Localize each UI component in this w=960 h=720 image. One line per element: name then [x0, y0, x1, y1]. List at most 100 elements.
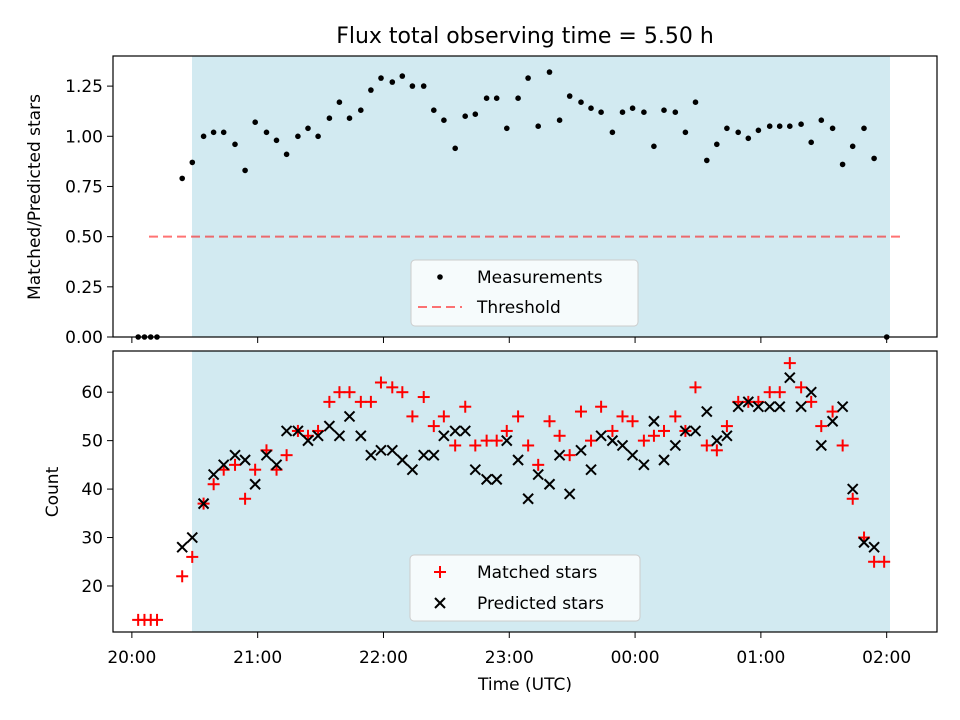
- measurement-point: [839, 161, 846, 168]
- bottom-ytick-label: 50: [81, 432, 103, 452]
- bottom-xtick-label: 02:00: [862, 648, 911, 668]
- bottom-axes-frame: [112, 350, 938, 633]
- predicted-star-point: [826, 415, 839, 427]
- predicted-star-point: [847, 483, 859, 495]
- measurement-point: [273, 137, 280, 144]
- top-panel: 0.00 0.25 0.50 0.75 1.00 1.25 Matched/Predict…: [25, 55, 938, 348]
- measurement-point: [798, 121, 804, 127]
- predicted-star-point: [418, 449, 430, 461]
- matched-star-point: [229, 458, 242, 471]
- measurement-point: [242, 167, 248, 174]
- predicted-star-point: [343, 410, 356, 423]
- measurement-point: [651, 143, 657, 150]
- matched-star-point: [417, 391, 430, 404]
- measurement-point: [829, 125, 836, 132]
- bottom-ytick-label: 30: [81, 529, 103, 549]
- matched-star-point: [795, 381, 808, 394]
- measurement-point: [546, 69, 553, 75]
- top-xticks: [131, 337, 888, 343]
- top-legend-box: [410, 259, 639, 327]
- matched-star-point: [553, 429, 566, 442]
- measurement-point: [358, 107, 364, 113]
- predicted-star-point: [679, 425, 692, 437]
- top-ytick-label: 0.00: [65, 328, 103, 348]
- bottom-legend-box: [409, 554, 641, 622]
- measurement-point: [849, 143, 856, 150]
- matched-star-point: [280, 449, 293, 462]
- measurement-point: [504, 125, 510, 132]
- matched-star-point: [207, 478, 220, 491]
- measurement-point: [724, 125, 730, 132]
- predicted-star-point: [774, 401, 786, 413]
- bottom-ylabel: Count: [43, 466, 63, 517]
- matched-star-point: [574, 405, 587, 418]
- predicted-star-point: [312, 430, 324, 442]
- predicted-star-point: [490, 473, 503, 486]
- predicted-star-point: [229, 449, 241, 461]
- matched-star-point: [469, 439, 482, 452]
- measurement-point: [409, 83, 416, 89]
- bottom-predicted-points: [176, 371, 880, 553]
- matched-star-point: [805, 395, 818, 408]
- predicted-star-point: [355, 430, 367, 442]
- bottom-ytick-label: 60: [81, 383, 103, 403]
- measurement-point: [755, 127, 762, 134]
- matched-star-point: [543, 415, 556, 428]
- predicted-star-point: [721, 430, 733, 442]
- measurement-point: [441, 117, 447, 123]
- predicted-star-point: [323, 420, 336, 432]
- matched-star-point: [459, 400, 472, 413]
- matched-star-point: [490, 434, 503, 447]
- matched-star-point: [836, 439, 849, 452]
- measurement-point: [629, 105, 636, 111]
- measurement-point: [420, 83, 427, 89]
- measurement-point: [871, 155, 877, 162]
- predicted-star-point: [197, 497, 210, 510]
- measurement-point: [588, 105, 594, 111]
- top-legend: Measurements Threshold: [410, 259, 639, 327]
- predicted-star-point: [595, 430, 607, 442]
- measurement-point: [252, 119, 258, 125]
- measurement-point: [368, 87, 374, 93]
- predicted-star-point: [626, 449, 639, 461]
- predicted-star-point: [563, 488, 576, 500]
- measurement-point: [818, 117, 825, 123]
- matched-star-point: [532, 458, 545, 471]
- legend-predicted-label: Predicted stars: [477, 594, 604, 614]
- measurement-point: [598, 109, 604, 115]
- measurement-point: [389, 79, 396, 85]
- measurement-point: [735, 129, 741, 136]
- top-axes-frame: [112, 55, 938, 338]
- matched-star-point: [522, 439, 535, 452]
- matched-star-point: [878, 555, 891, 568]
- predicted-star-point: [449, 425, 461, 437]
- predicted-star-point: [585, 463, 597, 476]
- matched-star-point: [323, 395, 336, 408]
- matched-star-point: [763, 386, 776, 399]
- bottom-ytick-label: 20: [81, 577, 103, 597]
- measurement-point: [609, 129, 616, 136]
- matched-star-point: [616, 410, 629, 423]
- matched-star-point: [354, 395, 367, 408]
- legend-measurements-label: Measurements: [477, 268, 603, 288]
- bottom-matched-points: [132, 357, 891, 626]
- matched-star-point: [595, 400, 608, 413]
- predicted-star-point: [469, 463, 482, 476]
- predicted-star-point: [459, 425, 471, 437]
- measurement-point: [189, 159, 196, 166]
- matched-star-point: [374, 376, 387, 389]
- matched-star-point: [480, 434, 493, 447]
- measurement-point: [346, 115, 353, 121]
- matched-star-point: [449, 439, 462, 452]
- measurement-point: [566, 93, 573, 99]
- matched-star-point: [669, 410, 682, 423]
- predicted-star-point: [365, 449, 377, 461]
- top-ytick-label: 0.75: [65, 177, 103, 197]
- bottom-panel: 20 30 40 50 60 20:00 21:00 22:00 23:00 00:00 01:0…: [43, 350, 938, 695]
- predicted-star-point: [669, 439, 682, 452]
- measurement-point: [431, 107, 437, 113]
- matched-star-point: [710, 444, 723, 457]
- predicted-star-point: [732, 401, 744, 413]
- measurement-point: [336, 99, 343, 105]
- matched-star-point: [826, 405, 839, 418]
